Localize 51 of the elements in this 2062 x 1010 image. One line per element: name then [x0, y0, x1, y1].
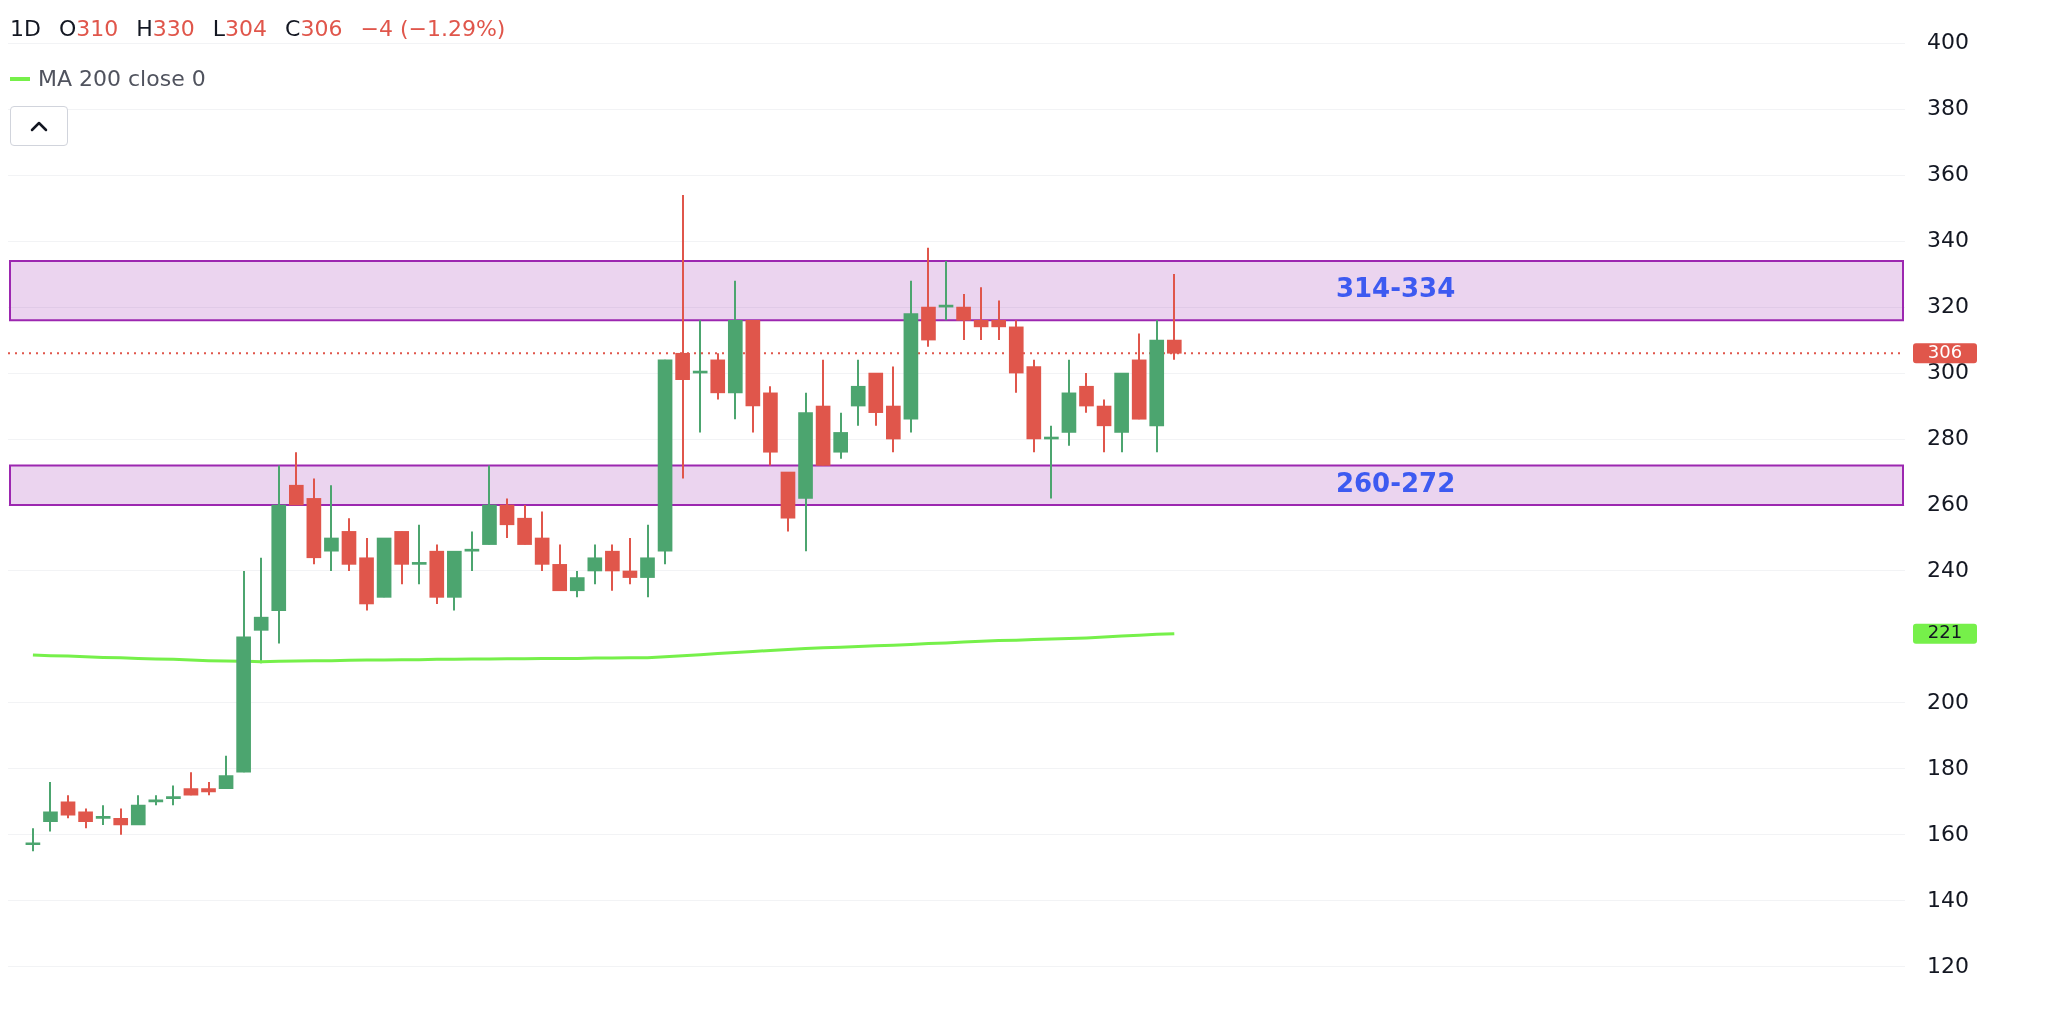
y-tick-label: 260: [1927, 490, 1969, 516]
candlestick: [95, 804, 111, 826]
text: H330: [136, 16, 195, 41]
candlestick: [166, 784, 181, 807]
candlestick: [622, 536, 638, 586]
y-tick-label: 200: [1927, 688, 1969, 714]
y-tick-label: 120: [1927, 952, 1969, 978]
y-tick-label: 360: [1927, 160, 1969, 186]
legend-label: MA 200 close 0: [38, 66, 206, 91]
candlestick: [569, 569, 585, 599]
candlestick: [1096, 398, 1112, 454]
candlestick: [60, 794, 76, 820]
text: O310: [58, 16, 119, 41]
candlestick: [973, 286, 989, 342]
text: 221: [1927, 621, 1963, 643]
candlestick: [25, 827, 41, 853]
candlestick: [183, 771, 199, 797]
y-tick-label: 140: [1927, 886, 1969, 912]
y-tick-label: 400: [1927, 28, 1969, 54]
candlestick: [411, 523, 427, 586]
candlestick: [499, 497, 515, 539]
candlestick: [956, 292, 971, 342]
y-tick-label: 320: [1927, 292, 1969, 318]
y-tick-label: 180: [1927, 754, 1969, 780]
candlestick: [605, 543, 620, 592]
candlestick: [288, 451, 304, 506]
candlestick: [1166, 273, 1182, 361]
candlestick: [1079, 372, 1094, 414]
band-label: 260-272: [1335, 467, 1456, 498]
chart-title: 1D: [10, 16, 41, 41]
candlestick: [324, 484, 339, 572]
candlestick: [833, 411, 848, 460]
band-label: 314-334: [1335, 273, 1456, 304]
candlestick: [587, 543, 603, 586]
candlestick: [78, 807, 93, 830]
candlestick: [218, 754, 234, 790]
text: C306: [285, 16, 343, 41]
y-tick-label: 280: [1927, 424, 1969, 450]
candlestick: [113, 807, 129, 836]
candlestick: [640, 523, 655, 599]
y-tick-label: 340: [1927, 226, 1969, 252]
y-tick-label: 240: [1927, 556, 1969, 582]
text: L304: [212, 16, 268, 41]
candlestick: [850, 358, 866, 427]
y-tick-label: 160: [1927, 820, 1969, 846]
candlestick: [991, 299, 1007, 342]
candlestick: [43, 781, 58, 833]
y-tick-label: 380: [1927, 94, 1969, 120]
candlestick: [464, 530, 480, 572]
text: −4 (−1.29%): [360, 16, 506, 41]
candlestick: [130, 794, 146, 826]
